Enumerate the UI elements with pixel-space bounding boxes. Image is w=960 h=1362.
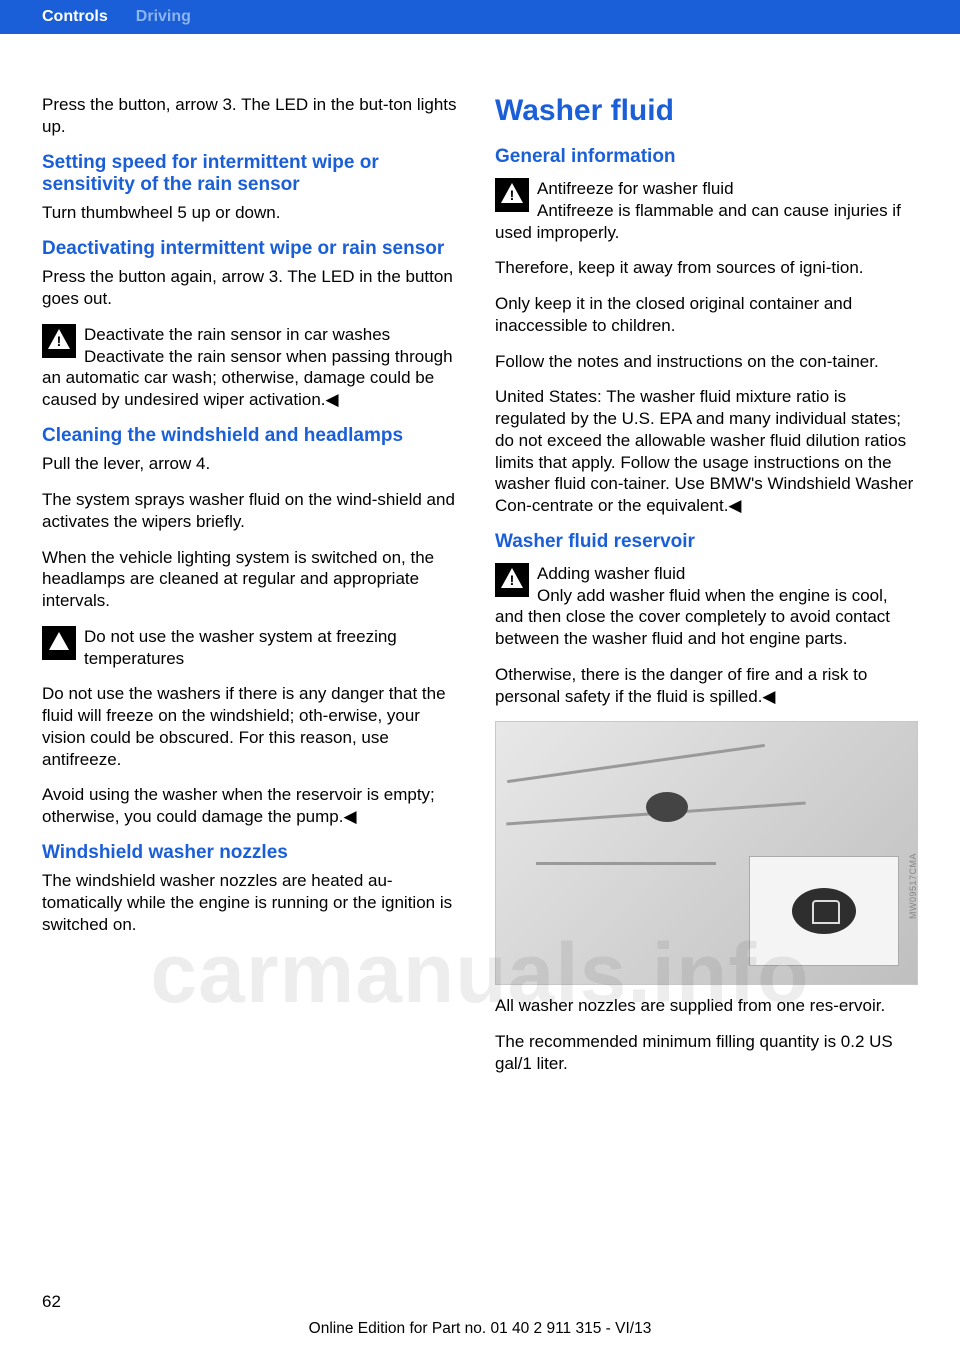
- engine-detail: [536, 862, 716, 865]
- warning-icon: [495, 563, 529, 597]
- text-gen4: United States: The washer fluid mixture …: [495, 386, 918, 517]
- reservoir-cap: [646, 792, 688, 822]
- text-clean2: The system sprays washer fluid on the wi…: [42, 489, 465, 533]
- note-rain-sensor: Deactivate the rain sensor in car washes…: [42, 324, 465, 411]
- text-clean1: Pull the lever, arrow 4.: [42, 453, 465, 475]
- header-bar: Controls Driving: [0, 0, 960, 34]
- text-gen2: Only keep it in the closed original cont…: [495, 293, 918, 337]
- note-antifreeze: Antifreeze for washer fluid Antifreeze i…: [495, 178, 918, 243]
- cap-icon: [792, 888, 856, 934]
- footer-edition: Online Edition for Part no. 01 40 2 911 …: [0, 1320, 960, 1338]
- heading-set-speed: Setting speed for intermittent wipe or s…: [42, 152, 465, 197]
- note-antifreeze-body: Antifreeze is flammable and can cause in…: [495, 201, 901, 242]
- note-freezing: Do not use the washer system at freezing…: [42, 626, 465, 670]
- intro-text: Press the button, arrow 3. The LED in th…: [42, 94, 465, 138]
- page-content: Press the button, arrow 3. The LED in th…: [0, 34, 960, 1089]
- page-number: 62: [42, 1292, 61, 1312]
- figure-code: MW09517CMA: [908, 853, 918, 919]
- reservoir-figure: MW09517CMA: [495, 721, 918, 985]
- note-freezing-body1: Do not use the washers if there is any d…: [42, 683, 465, 770]
- right-column: Washer fluid General information Antifre…: [495, 94, 918, 1089]
- engine-detail: [507, 744, 765, 783]
- text-clean3: When the vehicle lighting system is swit…: [42, 547, 465, 612]
- left-column: Press the button, arrow 3. The LED in th…: [42, 94, 465, 1089]
- note-rain-title: Deactivate the rain sensor in car washes: [84, 325, 390, 344]
- text-gen1: Therefore, keep it away from sources of …: [495, 257, 918, 279]
- note-freezing-title: Do not use the washer system at freezing…: [84, 627, 397, 668]
- heading-washer-fluid: Washer fluid: [495, 94, 918, 128]
- figure-inset: [749, 856, 899, 966]
- text-nozzles: The windshield washer nozzles are heated…: [42, 870, 465, 935]
- info-icon: [42, 626, 76, 660]
- heading-reservoir: Washer fluid reservoir: [495, 531, 918, 553]
- note-freezing-body2: Avoid using the washer when the reservoi…: [42, 784, 465, 828]
- warning-icon: [495, 178, 529, 212]
- text-res1: Otherwise, there is the danger of fire a…: [495, 664, 918, 708]
- note-adding-title: Adding washer fluid: [537, 564, 685, 583]
- text-res3: The recommended minimum filling quantity…: [495, 1031, 918, 1075]
- note-adding: Adding washer fluid Only add washer flui…: [495, 563, 918, 650]
- heading-cleaning: Cleaning the windshield and headlamps: [42, 425, 465, 447]
- heading-nozzles: Windshield washer nozzles: [42, 842, 465, 864]
- note-rain-body: Deactivate the rain sensor when passing …: [42, 347, 453, 410]
- warning-icon: [42, 324, 76, 358]
- text-set-speed: Turn thumbwheel 5 up or down.: [42, 202, 465, 224]
- heading-deactivate: Deactivating intermittent wipe or rain s…: [42, 238, 465, 260]
- note-antifreeze-title: Antifreeze for washer fluid: [537, 179, 734, 198]
- text-deactivate: Press the button again, arrow 3. The LED…: [42, 266, 465, 310]
- heading-general-info: General information: [495, 146, 918, 168]
- note-adding-body: Only add washer fluid when the engine is…: [495, 586, 890, 649]
- header-tab-controls: Controls: [42, 8, 108, 26]
- text-res2: All washer nozzles are supplied from one…: [495, 995, 918, 1017]
- header-tab-driving: Driving: [136, 8, 191, 26]
- text-gen3: Follow the notes and instructions on the…: [495, 351, 918, 373]
